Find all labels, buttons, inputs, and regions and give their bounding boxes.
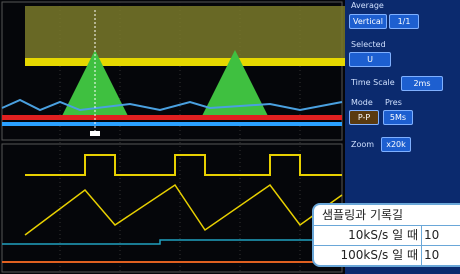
time-scale-value[interactable]: 2ms [401, 76, 443, 91]
table-title: 샘플링과 기록길 [314, 205, 460, 226]
mode-value[interactable]: P-P [349, 110, 379, 125]
zoom-value[interactable]: x20k [381, 137, 411, 152]
table-row: 10kS/s 일 때 10 [314, 226, 460, 246]
selected-value[interactable]: U [349, 52, 391, 67]
table-cell: 10 [422, 246, 439, 265]
table-cell: 10 [422, 226, 439, 245]
info-table: 샘플링과 기록길 10kS/s 일 때 10 100kS/s 일 때 10 [312, 203, 460, 267]
table-row: 100kS/s 일 때 10 [314, 246, 460, 265]
vertical-button[interactable]: Vertical [349, 14, 387, 29]
table-cell: 10kS/s 일 때 [314, 226, 422, 245]
panel-header: Average [351, 1, 384, 10]
pres-value[interactable]: 5Ms [383, 110, 413, 125]
scope-display [0, 0, 345, 274]
pres-label: Pres [385, 98, 402, 107]
time-scale-label: Time Scale [351, 78, 395, 87]
vertical-value[interactable]: 1/1 [389, 14, 419, 29]
mode-label: Mode [351, 98, 373, 107]
zoom-label: Zoom [351, 140, 374, 149]
selected-label: Selected [351, 40, 386, 49]
table-cell: 100kS/s 일 때 [314, 246, 422, 265]
screen: Average Vertical 1/1 Selected U Time Sca… [0, 0, 460, 274]
